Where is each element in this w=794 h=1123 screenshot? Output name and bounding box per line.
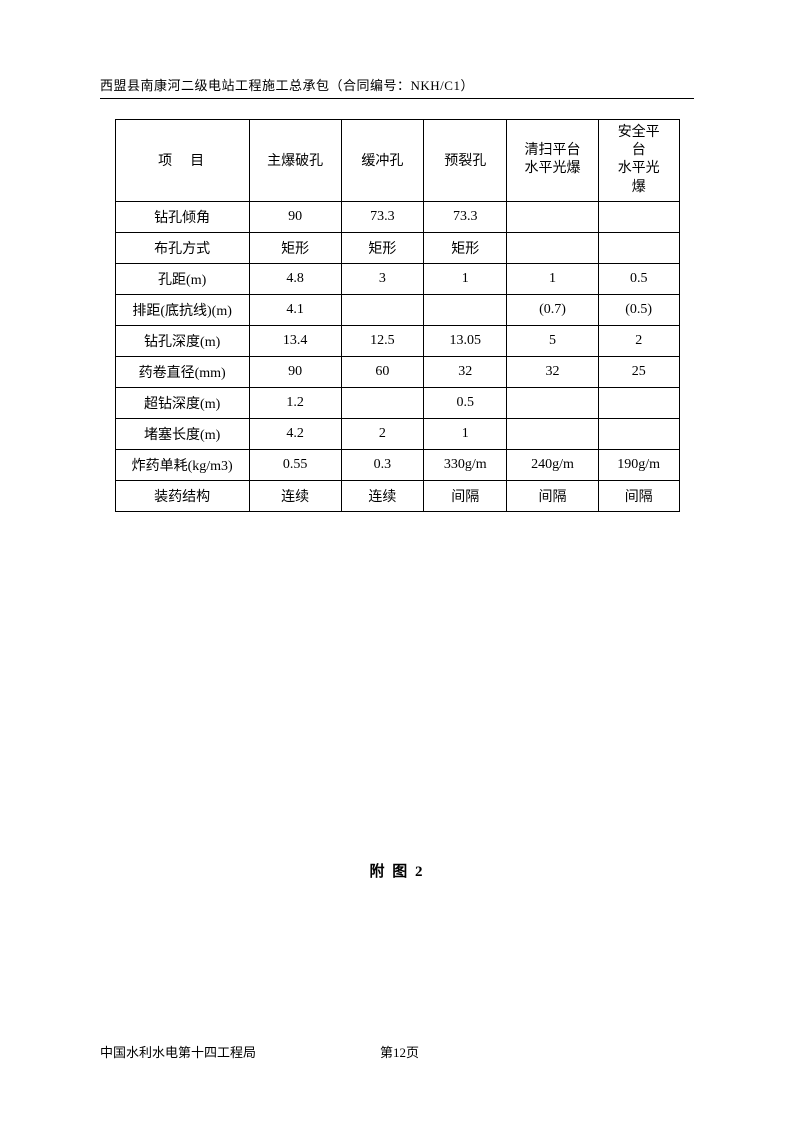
table-row: 布孔方式 矩形 矩形 矩形 bbox=[115, 232, 679, 263]
cell: 0.3 bbox=[341, 449, 424, 480]
cell: 1 bbox=[424, 263, 507, 294]
col-header-4: 清扫平台水平光爆 bbox=[507, 120, 599, 202]
cell: 间隔 bbox=[424, 480, 507, 511]
col-header-2: 缓冲孔 bbox=[341, 120, 424, 202]
cell bbox=[507, 387, 599, 418]
cell: 0.5 bbox=[424, 387, 507, 418]
row-label: 孔距(m) bbox=[115, 263, 249, 294]
header-text: 西盟县南康河二级电站工程施工总承包（合同编号：NKH/C1） bbox=[100, 78, 474, 93]
cell: 13.05 bbox=[424, 325, 507, 356]
cell bbox=[598, 387, 679, 418]
cell: 矩形 bbox=[249, 232, 341, 263]
cell: 32 bbox=[424, 356, 507, 387]
cell: 4.8 bbox=[249, 263, 341, 294]
cell bbox=[598, 418, 679, 449]
cell: 间隔 bbox=[598, 480, 679, 511]
cell: 0.55 bbox=[249, 449, 341, 480]
cell: 连续 bbox=[249, 480, 341, 511]
table-row: 堵塞长度(m) 4.2 2 1 bbox=[115, 418, 679, 449]
cell: 1 bbox=[507, 263, 599, 294]
document-header: 西盟县南康河二级电站工程施工总承包（合同编号：NKH/C1） bbox=[100, 75, 694, 99]
table-row: 钻孔倾角 90 73.3 73.3 bbox=[115, 201, 679, 232]
row-label: 钻孔倾角 bbox=[115, 201, 249, 232]
cell: 12.5 bbox=[341, 325, 424, 356]
cell: 2 bbox=[341, 418, 424, 449]
footer-page-number: 第12页 bbox=[380, 1042, 419, 1061]
cell: 13.4 bbox=[249, 325, 341, 356]
cell: 73.3 bbox=[341, 201, 424, 232]
cell: 32 bbox=[507, 356, 599, 387]
cell: (0.5) bbox=[598, 294, 679, 325]
cell: 0.5 bbox=[598, 263, 679, 294]
cell bbox=[341, 387, 424, 418]
table-header-row: 项 目 主爆破孔 缓冲孔 预裂孔 清扫平台水平光爆 安全平台水平光爆 bbox=[115, 120, 679, 202]
row-label: 布孔方式 bbox=[115, 232, 249, 263]
cell: 间隔 bbox=[507, 480, 599, 511]
cell: 1.2 bbox=[249, 387, 341, 418]
cell bbox=[507, 418, 599, 449]
document-footer: 中国水利水电第十四工程局 第12页 bbox=[100, 1042, 694, 1061]
cell bbox=[341, 294, 424, 325]
cell: 60 bbox=[341, 356, 424, 387]
footer-organization: 中国水利水电第十四工程局 bbox=[100, 1042, 256, 1061]
cell: 矩形 bbox=[341, 232, 424, 263]
row-label: 炸药单耗(kg/m3) bbox=[115, 449, 249, 480]
table-body: 钻孔倾角 90 73.3 73.3 布孔方式 矩形 矩形 矩形 孔距(m) 4.… bbox=[115, 201, 679, 511]
col-header-1: 主爆破孔 bbox=[249, 120, 341, 202]
table-row: 排距(底抗线)(m) 4.1 (0.7) (0.5) bbox=[115, 294, 679, 325]
row-label: 钻孔深度(m) bbox=[115, 325, 249, 356]
cell: 连续 bbox=[341, 480, 424, 511]
col-header-3: 预裂孔 bbox=[424, 120, 507, 202]
cell: 190g/m bbox=[598, 449, 679, 480]
cell: 4.1 bbox=[249, 294, 341, 325]
table-row: 药卷直径(mm) 90 60 32 32 25 bbox=[115, 356, 679, 387]
table-row: 钻孔深度(m) 13.4 12.5 13.05 5 2 bbox=[115, 325, 679, 356]
cell: 90 bbox=[249, 356, 341, 387]
cell: 2 bbox=[598, 325, 679, 356]
row-label: 堵塞长度(m) bbox=[115, 418, 249, 449]
cell: 330g/m bbox=[424, 449, 507, 480]
cell: 矩形 bbox=[424, 232, 507, 263]
cell: 25 bbox=[598, 356, 679, 387]
table-row: 炸药单耗(kg/m3) 0.55 0.3 330g/m 240g/m 190g/… bbox=[115, 449, 679, 480]
parameters-table: 项 目 主爆破孔 缓冲孔 预裂孔 清扫平台水平光爆 安全平台水平光爆 钻孔倾角 … bbox=[115, 119, 680, 512]
col-header-5-text: 安全平台水平光爆 bbox=[618, 125, 660, 195]
cell: 5 bbox=[507, 325, 599, 356]
col-header-4-text: 清扫平台水平光爆 bbox=[525, 143, 581, 176]
row-label: 装药结构 bbox=[115, 480, 249, 511]
table-row: 孔距(m) 4.8 3 1 1 0.5 bbox=[115, 263, 679, 294]
cell bbox=[507, 232, 599, 263]
cell bbox=[598, 201, 679, 232]
cell: 3 bbox=[341, 263, 424, 294]
row-label: 超钻深度(m) bbox=[115, 387, 249, 418]
row-label: 药卷直径(mm) bbox=[115, 356, 249, 387]
cell: (0.7) bbox=[507, 294, 599, 325]
col-header-5: 安全平台水平光爆 bbox=[598, 120, 679, 202]
col-header-item: 项 目 bbox=[115, 120, 249, 202]
cell bbox=[598, 232, 679, 263]
cell: 1 bbox=[424, 418, 507, 449]
appendix-label: 附 图 2 bbox=[0, 860, 794, 881]
cell bbox=[424, 294, 507, 325]
table-row: 超钻深度(m) 1.2 0.5 bbox=[115, 387, 679, 418]
table-row: 装药结构 连续 连续 间隔 间隔 间隔 bbox=[115, 480, 679, 511]
cell: 4.2 bbox=[249, 418, 341, 449]
row-label: 排距(底抗线)(m) bbox=[115, 294, 249, 325]
cell: 73.3 bbox=[424, 201, 507, 232]
cell bbox=[507, 201, 599, 232]
cell: 90 bbox=[249, 201, 341, 232]
cell: 240g/m bbox=[507, 449, 599, 480]
